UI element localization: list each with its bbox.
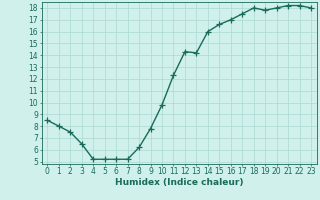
X-axis label: Humidex (Indice chaleur): Humidex (Indice chaleur) (115, 178, 244, 187)
